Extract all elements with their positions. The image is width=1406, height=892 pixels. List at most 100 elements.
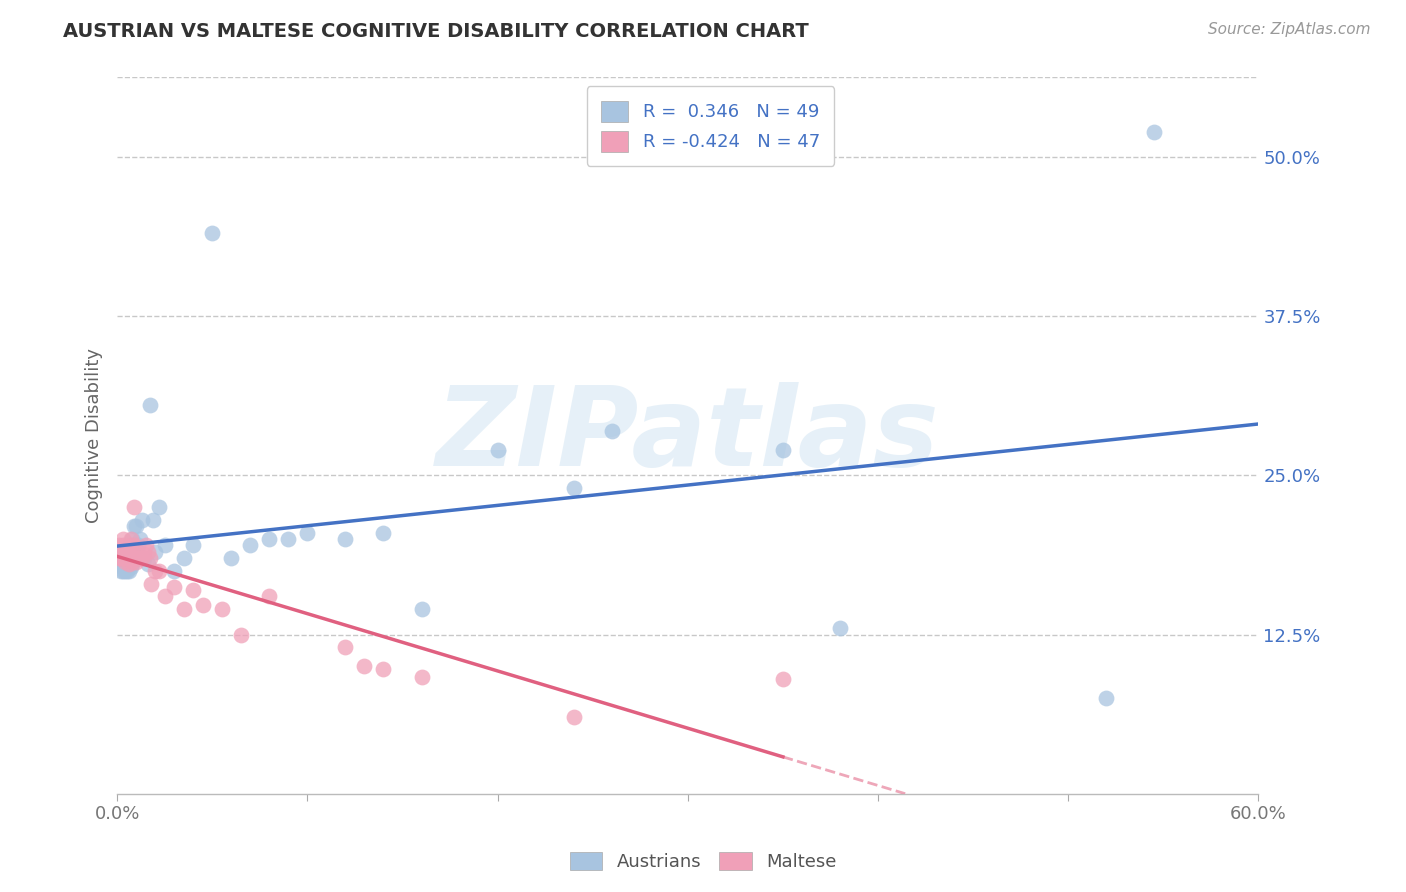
Point: [117, 564, 139, 578]
Point: [121, 555, 143, 569]
Point: [562, 710, 585, 724]
Point: [108, 551, 131, 566]
Point: [562, 481, 585, 495]
Point: [115, 560, 138, 574]
Point: [111, 564, 134, 578]
Point: [132, 547, 155, 561]
Point: [124, 538, 146, 552]
Point: [108, 558, 131, 572]
Point: [191, 599, 214, 613]
Point: [110, 564, 132, 578]
Point: [111, 538, 134, 552]
Point: [297, 525, 319, 540]
Point: [132, 551, 155, 566]
Point: [136, 558, 159, 572]
Point: [353, 659, 375, 673]
Point: [239, 538, 262, 552]
Point: [173, 551, 195, 566]
Point: [828, 621, 851, 635]
Point: [121, 532, 143, 546]
Point: [129, 532, 152, 546]
Point: [143, 545, 166, 559]
Point: [181, 538, 204, 552]
Point: [181, 582, 204, 597]
Point: [127, 551, 149, 566]
Point: [115, 551, 138, 566]
Point: [148, 564, 170, 578]
Point: [411, 669, 433, 683]
Point: [143, 564, 166, 578]
Point: [229, 627, 252, 641]
Point: [117, 547, 139, 561]
Point: [163, 564, 186, 578]
Point: [600, 424, 623, 438]
Point: [120, 551, 142, 566]
Point: [259, 590, 281, 604]
Point: [153, 538, 176, 552]
Point: [115, 547, 138, 561]
Point: [127, 538, 149, 552]
Point: [129, 551, 152, 566]
Point: [125, 519, 148, 533]
Text: ZIPatlas: ZIPatlas: [436, 382, 939, 489]
Point: [124, 519, 146, 533]
Text: AUSTRIAN VS MALTESE COGNITIVE DISABILITY CORRELATION CHART: AUSTRIAN VS MALTESE COGNITIVE DISABILITY…: [63, 22, 808, 41]
Point: [173, 602, 195, 616]
Point: [335, 640, 357, 655]
Point: [138, 551, 160, 566]
Point: [120, 560, 142, 574]
Point: [114, 551, 136, 566]
Point: [221, 551, 243, 566]
Point: [1143, 124, 1166, 138]
Legend: Austrians, Maltese: Austrians, Maltese: [562, 845, 844, 879]
Point: [111, 560, 134, 574]
Point: [135, 538, 157, 552]
Point: [138, 398, 160, 412]
Point: [335, 532, 357, 546]
Point: [114, 555, 136, 569]
Point: [120, 538, 142, 552]
Point: [115, 542, 138, 557]
Point: [1095, 691, 1118, 706]
Point: [110, 545, 132, 559]
Point: [131, 513, 153, 527]
Point: [110, 551, 132, 566]
Point: [486, 442, 509, 457]
Point: [120, 532, 142, 546]
Point: [211, 602, 233, 616]
Point: [373, 662, 395, 676]
Point: [115, 564, 138, 578]
Point: [131, 551, 153, 566]
Point: [114, 564, 136, 578]
Point: [111, 532, 134, 546]
Point: [125, 555, 148, 569]
Point: [277, 532, 299, 546]
Point: [111, 555, 134, 569]
Point: [114, 551, 136, 566]
Point: [153, 590, 176, 604]
Point: [148, 500, 170, 515]
Point: [141, 576, 163, 591]
Point: [373, 525, 395, 540]
Point: [117, 555, 139, 569]
Point: [121, 558, 143, 572]
Point: [108, 538, 131, 552]
Point: [121, 547, 143, 561]
Point: [125, 551, 148, 566]
Point: [163, 581, 186, 595]
Point: [125, 542, 148, 557]
Point: [772, 442, 794, 457]
Point: [259, 532, 281, 546]
Point: [124, 500, 146, 515]
Point: [136, 545, 159, 559]
Point: [110, 551, 132, 566]
Point: [117, 558, 139, 572]
Y-axis label: Cognitive Disability: Cognitive Disability: [86, 348, 103, 523]
Point: [111, 551, 134, 566]
Point: [411, 602, 433, 616]
Point: [142, 513, 165, 527]
Text: Source: ZipAtlas.com: Source: ZipAtlas.com: [1208, 22, 1371, 37]
Legend: R =  0.346   N = 49, R = -0.424   N = 47: R = 0.346 N = 49, R = -0.424 N = 47: [586, 87, 835, 166]
Point: [115, 542, 138, 557]
Point: [201, 227, 224, 241]
